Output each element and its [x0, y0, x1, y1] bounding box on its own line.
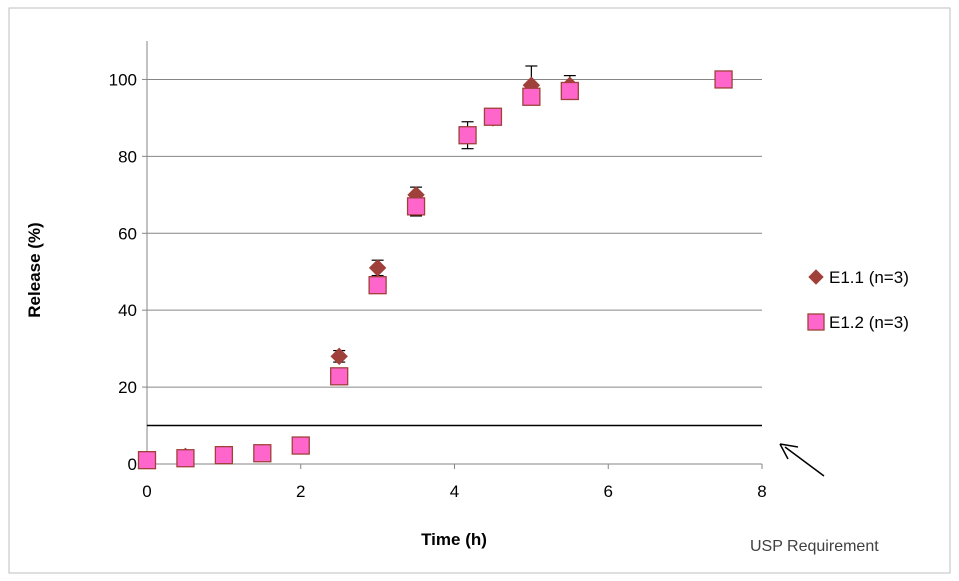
data-point-e1-2 [522, 87, 541, 106]
data-point-e1-1 [330, 347, 348, 366]
legend-label: E1.1 (n=3) [829, 268, 909, 287]
data-point-e1-2 [458, 126, 477, 145]
arrow-head-icon [779, 443, 799, 460]
x-tick-labels: 0 2 4 6 8 [142, 464, 767, 501]
x-tick-label: 0 [142, 482, 151, 501]
x-tick-label: 6 [604, 482, 613, 501]
data-point-e1-2 [137, 451, 157, 470]
y-tick-labels: 0 20 40 60 80 100 [109, 70, 147, 474]
y-tick-label: 40 [118, 301, 137, 320]
gridlines [147, 78, 762, 388]
usp-annotation: USP Requirement [750, 443, 879, 555]
y-tick-label: 60 [118, 224, 137, 243]
legend-marker-e1-2 [807, 313, 825, 331]
x-tick-label: 4 [450, 482, 459, 501]
data-point-e1-2 [176, 449, 195, 468]
data-point-e1-2 [483, 107, 503, 126]
data-point-e1-2 [406, 197, 426, 216]
data-point-e1-2 [214, 446, 234, 465]
data-point-e1-2 [330, 367, 349, 386]
x-tick-label: 2 [296, 482, 305, 501]
chart-frame [8, 7, 951, 574]
y-axis-title: Release (%) [25, 222, 44, 317]
data-point-e1-2 [560, 81, 579, 101]
x-tick-label: 8 [757, 482, 766, 501]
legend-label: E1.2 (n=3) [829, 313, 909, 332]
legend: E1.1 (n=3) E1.2 (n=3) [807, 268, 909, 332]
arrow-shaft [784, 446, 825, 477]
legend-marker-e1-1 [808, 269, 824, 285]
x-axis-title: Time (h) [421, 530, 487, 549]
data-points [137, 70, 733, 470]
data-point-e1-2 [291, 436, 310, 455]
y-tick-label: 20 [118, 378, 137, 397]
data-point-e1-2 [253, 444, 272, 463]
y-tick-label: 100 [109, 70, 137, 89]
data-point-e1-2 [714, 70, 733, 89]
data-point-e1-2 [368, 276, 387, 295]
y-tick-label: 80 [118, 147, 137, 166]
y-tick-label: 0 [128, 455, 137, 474]
usp-requirement-label: USP Requirement [750, 538, 879, 555]
data-point-e1-1 [368, 259, 387, 277]
